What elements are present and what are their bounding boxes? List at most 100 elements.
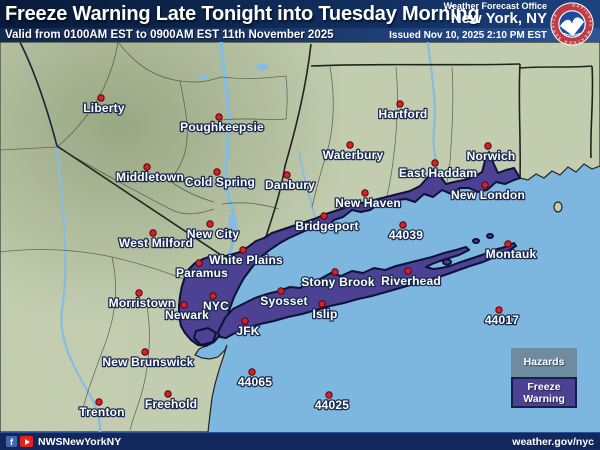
footer-bar: f NWSNewYorkNY weather.gov/nyc xyxy=(0,432,600,450)
city-marker: Norwich xyxy=(465,142,516,164)
marker-label: Trenton xyxy=(79,405,124,419)
city-marker: New London xyxy=(450,181,526,203)
marker-label: Middletown xyxy=(116,170,184,184)
city-marker: Cold Spring xyxy=(184,168,256,190)
hazards-legend: Hazards Freeze Warning xyxy=(511,348,577,408)
island xyxy=(553,201,563,213)
marker-dot xyxy=(320,212,328,220)
marker-dot xyxy=(283,171,291,179)
lake xyxy=(256,63,268,71)
marker-dot xyxy=(97,94,105,102)
legend-title: Hazards xyxy=(511,348,577,377)
lake xyxy=(199,74,207,80)
marker-dot xyxy=(209,292,217,300)
city-marker: Waterbury xyxy=(321,141,385,163)
social-handle[interactable]: NWSNewYorkNY xyxy=(38,435,122,448)
city-marker: Newark xyxy=(164,301,210,323)
marker-label: Bridgeport xyxy=(295,219,358,233)
freeze-warning-zone xyxy=(178,151,521,347)
youtube-icon[interactable] xyxy=(20,436,33,447)
warning-staten-island xyxy=(193,327,217,346)
header-bar xyxy=(0,0,600,28)
warning-shelter-island xyxy=(442,258,452,266)
city-marker: Trenton xyxy=(78,398,126,420)
marker-dot xyxy=(248,368,256,376)
marker-dot xyxy=(215,113,223,121)
marker-dot xyxy=(213,168,221,176)
marker-dot xyxy=(241,317,249,325)
city-marker: Paramus xyxy=(175,259,229,281)
city-marker: New Brunswick xyxy=(101,348,195,370)
marker-label: Liberty xyxy=(83,101,125,115)
warning-island xyxy=(486,233,494,239)
warning-coastal-strip xyxy=(178,151,521,347)
facebook-icon[interactable]: f xyxy=(6,436,17,447)
marker-label: Waterbury xyxy=(323,148,384,162)
marker-label: New City xyxy=(187,227,239,241)
city-marker: East Haddam xyxy=(398,159,478,181)
buoy-marker: 44017 xyxy=(484,306,520,328)
marker-dot xyxy=(396,100,404,108)
marker-dot xyxy=(239,246,247,254)
warning-long-island xyxy=(217,242,517,339)
city-marker: Syosset xyxy=(259,287,309,309)
office-label: Weather Forecast Office xyxy=(443,1,547,11)
county-borders xyxy=(0,42,454,431)
marker-label: Hartford xyxy=(379,107,428,121)
office-block: Weather Forecast Office New York, NY Iss… xyxy=(389,1,547,42)
marker-label: Newark xyxy=(165,308,209,322)
marker-dot xyxy=(206,220,214,228)
marker-dot xyxy=(484,142,492,150)
forecast-map: Liberty Poughkeepsie Hartford Waterbury Norw… xyxy=(0,42,600,432)
city-marker: Middletown xyxy=(115,163,185,185)
city-marker: JFK xyxy=(235,317,261,339)
buoy-marker: 44065 xyxy=(237,368,273,390)
marker-label: Paramus xyxy=(176,266,228,280)
marker-label: Poughkeepsie xyxy=(180,120,264,134)
city-marker: Islip xyxy=(311,300,339,322)
city-marker: Liberty xyxy=(82,94,126,116)
marker-dot xyxy=(195,259,203,267)
city-marker: Morristown xyxy=(107,289,176,311)
marker-dot xyxy=(331,268,339,276)
marker-label: New Brunswick xyxy=(102,355,193,369)
warning-island xyxy=(472,238,480,244)
city-marker: West Milford xyxy=(118,229,194,251)
marker-label: Stony Brook xyxy=(301,275,375,289)
marker-dot xyxy=(143,163,151,171)
marker-dot xyxy=(149,229,157,237)
marker-label: 44025 xyxy=(315,398,349,412)
city-marker: New Haven xyxy=(334,189,402,211)
marker-dot xyxy=(277,287,285,295)
marker-label: 44039 xyxy=(389,228,423,242)
buoy-marker: 44025 xyxy=(314,391,350,413)
marker-label: Cold Spring xyxy=(185,175,255,189)
marker-dot xyxy=(481,181,489,189)
marker-dot xyxy=(399,221,407,229)
city-marker: Stony Brook xyxy=(300,268,376,290)
marker-label: Freehold xyxy=(145,397,197,411)
housatonic-river xyxy=(298,151,316,217)
city-marker: Riverhead xyxy=(380,267,442,289)
marker-label: West Milford xyxy=(119,236,193,250)
issued-timestamp: Issued Nov 10, 2025 2:10 PM EST xyxy=(389,30,547,41)
marker-label: Norwich xyxy=(467,149,516,163)
valid-time-text: Valid from 0100AM EST to 0900AM EST 11th… xyxy=(5,29,334,41)
marker-dot xyxy=(95,398,103,406)
valid-bar xyxy=(0,28,600,42)
city-marker: Montauk xyxy=(484,240,538,262)
haverstraw-bay xyxy=(228,214,238,236)
marker-label: Morristown xyxy=(109,296,176,310)
legend-item-label: Freeze Warning xyxy=(523,381,565,405)
marker-dot xyxy=(318,300,326,308)
website-url[interactable]: weather.gov/nyc xyxy=(512,435,594,448)
marker-label: East Haddam xyxy=(399,166,477,180)
city-markers: Liberty Poughkeepsie Hartford Waterbury Norw… xyxy=(78,94,538,420)
state-borders xyxy=(19,42,594,258)
city-marker: New City xyxy=(186,220,240,242)
marker-label: 44017 xyxy=(485,313,519,327)
marker-label: Syosset xyxy=(260,294,307,308)
marker-label: Islip xyxy=(312,307,337,321)
nws-noaa-logo-icon: NATIONAL WEATHER SERVICE xyxy=(550,2,594,46)
